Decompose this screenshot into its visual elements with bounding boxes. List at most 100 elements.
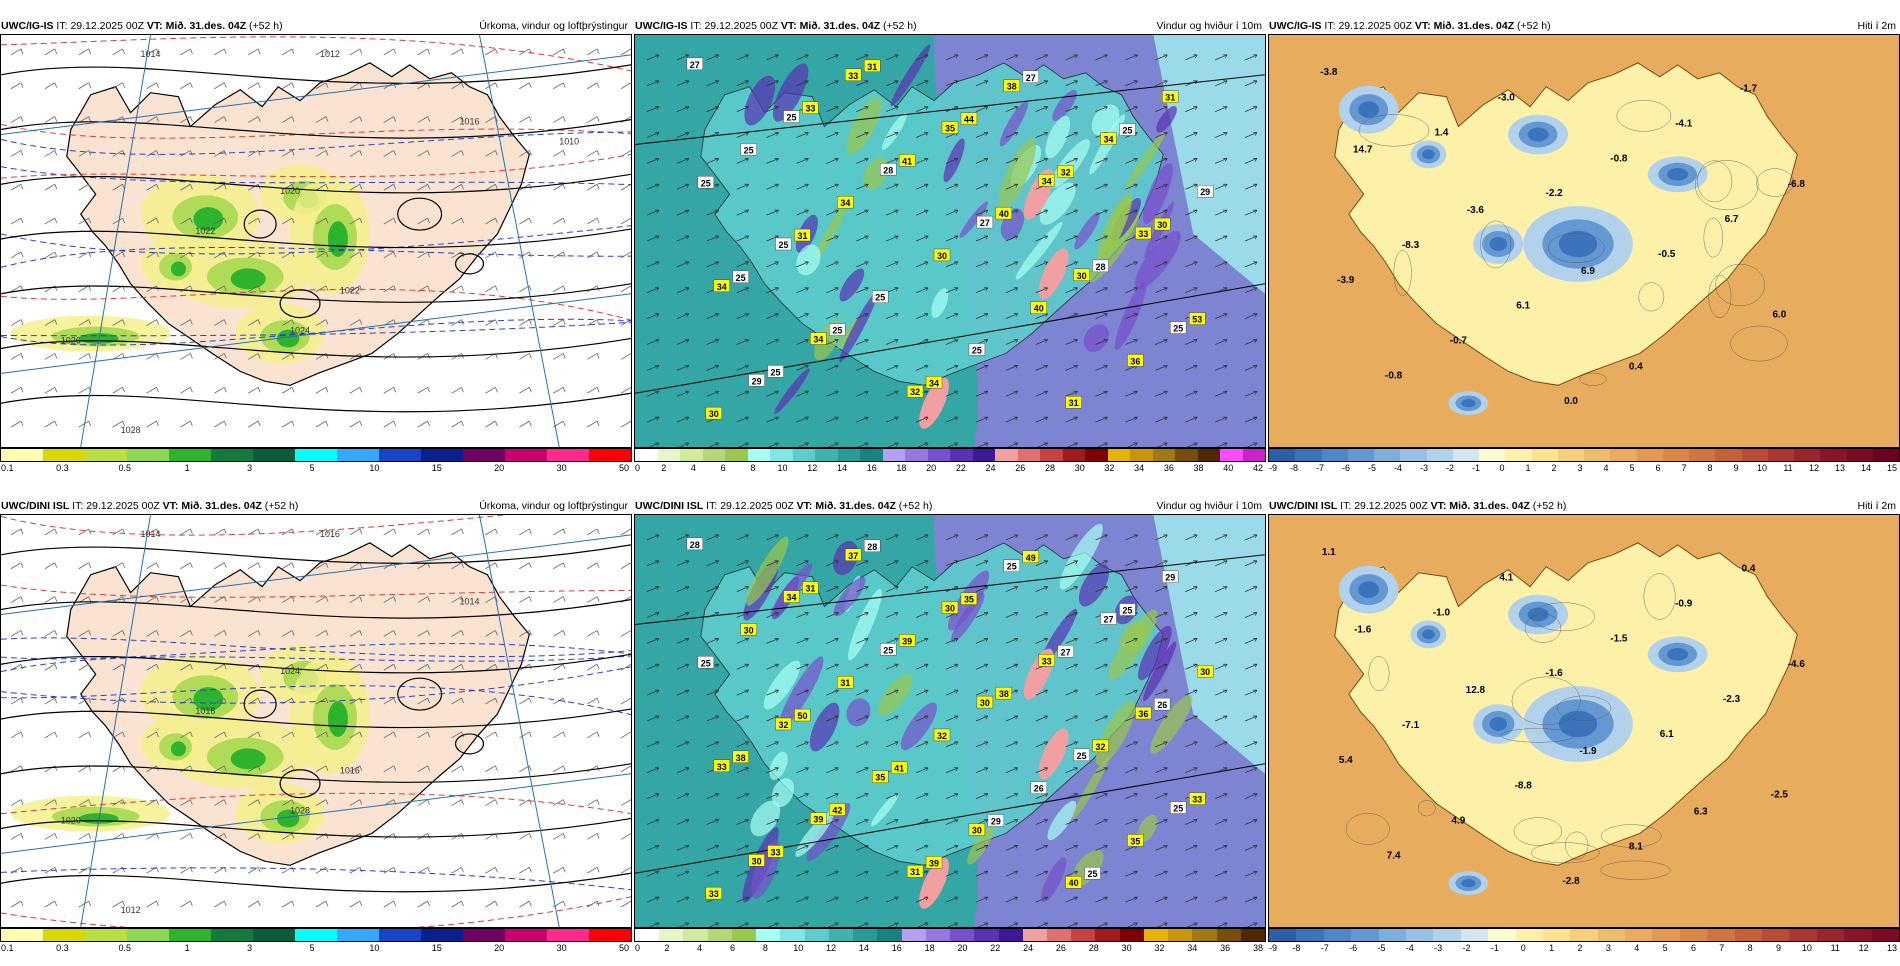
panel-igis-wind: UWC/IG-IS IT: 29.12.2025 00Z VT: Mið. 31… — [634, 18, 1266, 486]
isobar-label: 1014 — [460, 597, 480, 607]
colorbar-swatch — [950, 449, 973, 461]
wind-gust-value: 32 — [933, 728, 951, 742]
colorbar-swatch — [1610, 449, 1637, 461]
colorbar-swatch — [1062, 449, 1085, 461]
run-info: UWC/IG-IS IT: 29.12.2025 00Z VT: Mið. 31… — [635, 18, 917, 34]
colorbar-label: 3 — [1605, 943, 1611, 953]
wind-gust-value: 25 — [697, 656, 714, 669]
colorbar-label: 3 — [247, 463, 253, 473]
map-precip[interactable]: 1014 1012 1020 1022 1022 1024 1026 1028 1016 1010 — [0, 34, 632, 448]
run-model: UWC/DINI ISL — [1269, 500, 1338, 512]
colorbar-swatch — [1816, 929, 1845, 941]
run-model: UWC/IG-IS — [1, 20, 54, 32]
colorbar-label: 9 — [1733, 463, 1739, 473]
colorbar — [1268, 928, 1900, 942]
svg-text:25: 25 — [1007, 562, 1017, 572]
wind-gust-value: 30 — [1154, 217, 1171, 231]
colorbar-label: -6 — [1341, 463, 1351, 473]
colorbar-swatch — [505, 449, 547, 461]
svg-text:28: 28 — [690, 540, 700, 550]
svg-text:35: 35 — [875, 773, 885, 783]
colorbar-swatch — [169, 929, 211, 941]
run-info: UWC/IG-IS IT: 29.12.2025 00Z VT: Mið. 31… — [1269, 18, 1551, 34]
wind-gust-value: 42 — [829, 803, 846, 816]
colorbar-label: 18 — [896, 463, 907, 473]
panel-header: UWC/IG-IS IT: 29.12.2025 00Z VT: Mið. 31… — [634, 18, 1266, 34]
run-it-label: IT: — [72, 500, 84, 512]
colorbar-swatch — [127, 929, 169, 941]
svg-text:32: 32 — [910, 387, 920, 397]
colorbar-swatch — [1820, 449, 1847, 461]
svg-text:25: 25 — [1088, 869, 1098, 879]
colorbar-swatch — [1374, 449, 1401, 461]
wind-gust-value: 26 — [1030, 781, 1047, 794]
wind-gust-value: 28 — [880, 163, 897, 176]
colorbar-label: 26 — [1015, 463, 1026, 473]
wind-gust-value: 38 — [732, 750, 749, 763]
svg-text:27: 27 — [1104, 614, 1114, 624]
colorbar-label: 38 — [1252, 943, 1264, 953]
colorbar-swatch — [295, 929, 337, 941]
colorbar-swatch — [780, 929, 805, 941]
isobar-label: 1014 — [141, 49, 161, 59]
temperature-value: 4.9 — [1451, 816, 1465, 827]
map-temp[interactable]: -3.8 1.4 -2.2 -0.5 6.0 -0.8 -3.0 -0.8 6.7 -3.9 -0.… — [1268, 34, 1900, 448]
svg-text:25: 25 — [972, 345, 982, 355]
map-wind[interactable]: 28 34 25 30 25 25 30 37 30 33 36 33 39 31 25 27 30 32 35 30… — [634, 514, 1266, 928]
map-precip[interactable]: 1014 1016 1024 1018 1016 1028 1020 1012 1014 — [0, 514, 632, 928]
wind-gust-value: 25 — [767, 365, 784, 378]
wind-gust-value: 40 — [995, 206, 1013, 220]
map-temp[interactable]: 1.1 -1.0 -1.6 6.1 -2.5 7.4 4.1 -1.5 -2.3 5.4 4.9 -2… — [1268, 514, 1900, 928]
colorbar-label: -4 — [1405, 943, 1414, 953]
svg-text:38: 38 — [999, 689, 1009, 699]
colorbar-label: 4 — [690, 463, 696, 473]
wind-gust-value: 35 — [960, 592, 978, 605]
svg-text:28: 28 — [883, 165, 893, 175]
colorbar-swatch — [1022, 929, 1047, 941]
temperature-value: -0.9 — [1675, 599, 1693, 610]
colorbar-swatch — [1405, 929, 1434, 941]
isobar-label: 1016 — [340, 766, 360, 776]
temperature-value: -1.7 — [1740, 84, 1758, 95]
wind-gust-value: 33 — [767, 845, 784, 858]
panel-title: Hiti í 2m — [1857, 500, 1896, 512]
run-vt: Mið. 31.des. 04Z — [181, 500, 262, 512]
colorbar-label: 10 — [1756, 463, 1768, 473]
temperature-value: -8.8 — [1515, 781, 1533, 792]
colorbar-swatch — [927, 449, 950, 461]
run-vt: Mið. 31.des. 04Z — [165, 20, 247, 32]
map-wind[interactable]: 27 25 28 27 30 25 29 33 35 34 33 34 34 32 38 34 29 25 25 25… — [634, 34, 1266, 448]
svg-text:31: 31 — [867, 62, 877, 72]
wind-gust-value: 30 — [1197, 665, 1214, 678]
colorbar-swatch — [950, 929, 975, 941]
wind-gust-value: 34 — [783, 590, 800, 603]
colorbar-swatch — [1871, 929, 1899, 941]
panel-dini-precip: UWC/DINI ISL IT: 29.12.2025 00Z VT: Mið.… — [0, 498, 632, 966]
wind-gust-value: 25 — [1073, 748, 1090, 762]
temperature-value: -2.2 — [1546, 188, 1564, 199]
colorbar-label: 20 — [494, 943, 505, 953]
temperature-value: 12.8 — [1466, 685, 1486, 696]
colorbar-swatch — [1107, 449, 1130, 461]
colorbar-swatch — [1197, 449, 1220, 461]
temperature-value: -3.9 — [1337, 275, 1355, 286]
colorbar-swatch — [43, 449, 85, 461]
wind-gust-value: 25 — [829, 323, 846, 336]
wind-gust-value: 29 — [748, 374, 765, 387]
wind-gust-value: 35 — [1127, 834, 1144, 847]
colorbar-label: 4 — [1603, 463, 1609, 473]
colorbar-swatch — [972, 449, 995, 461]
temperature-value: -1.0 — [1433, 608, 1451, 619]
wind-gust-value: 31 — [837, 676, 854, 689]
svg-text:25: 25 — [779, 240, 789, 250]
colorbar-swatch — [1872, 449, 1899, 461]
colorbar-label: -4 — [1393, 463, 1403, 473]
svg-text:32: 32 — [1061, 167, 1071, 177]
colorbar-label: 14 — [836, 463, 848, 473]
svg-text:27: 27 — [1026, 73, 1036, 83]
isobar-label: 1028 — [121, 425, 141, 435]
colorbar — [634, 448, 1266, 462]
wind-gust-value: 41 — [890, 761, 908, 774]
wind-gust-value: 34 — [1100, 132, 1117, 145]
svg-text:30: 30 — [1200, 667, 1210, 677]
